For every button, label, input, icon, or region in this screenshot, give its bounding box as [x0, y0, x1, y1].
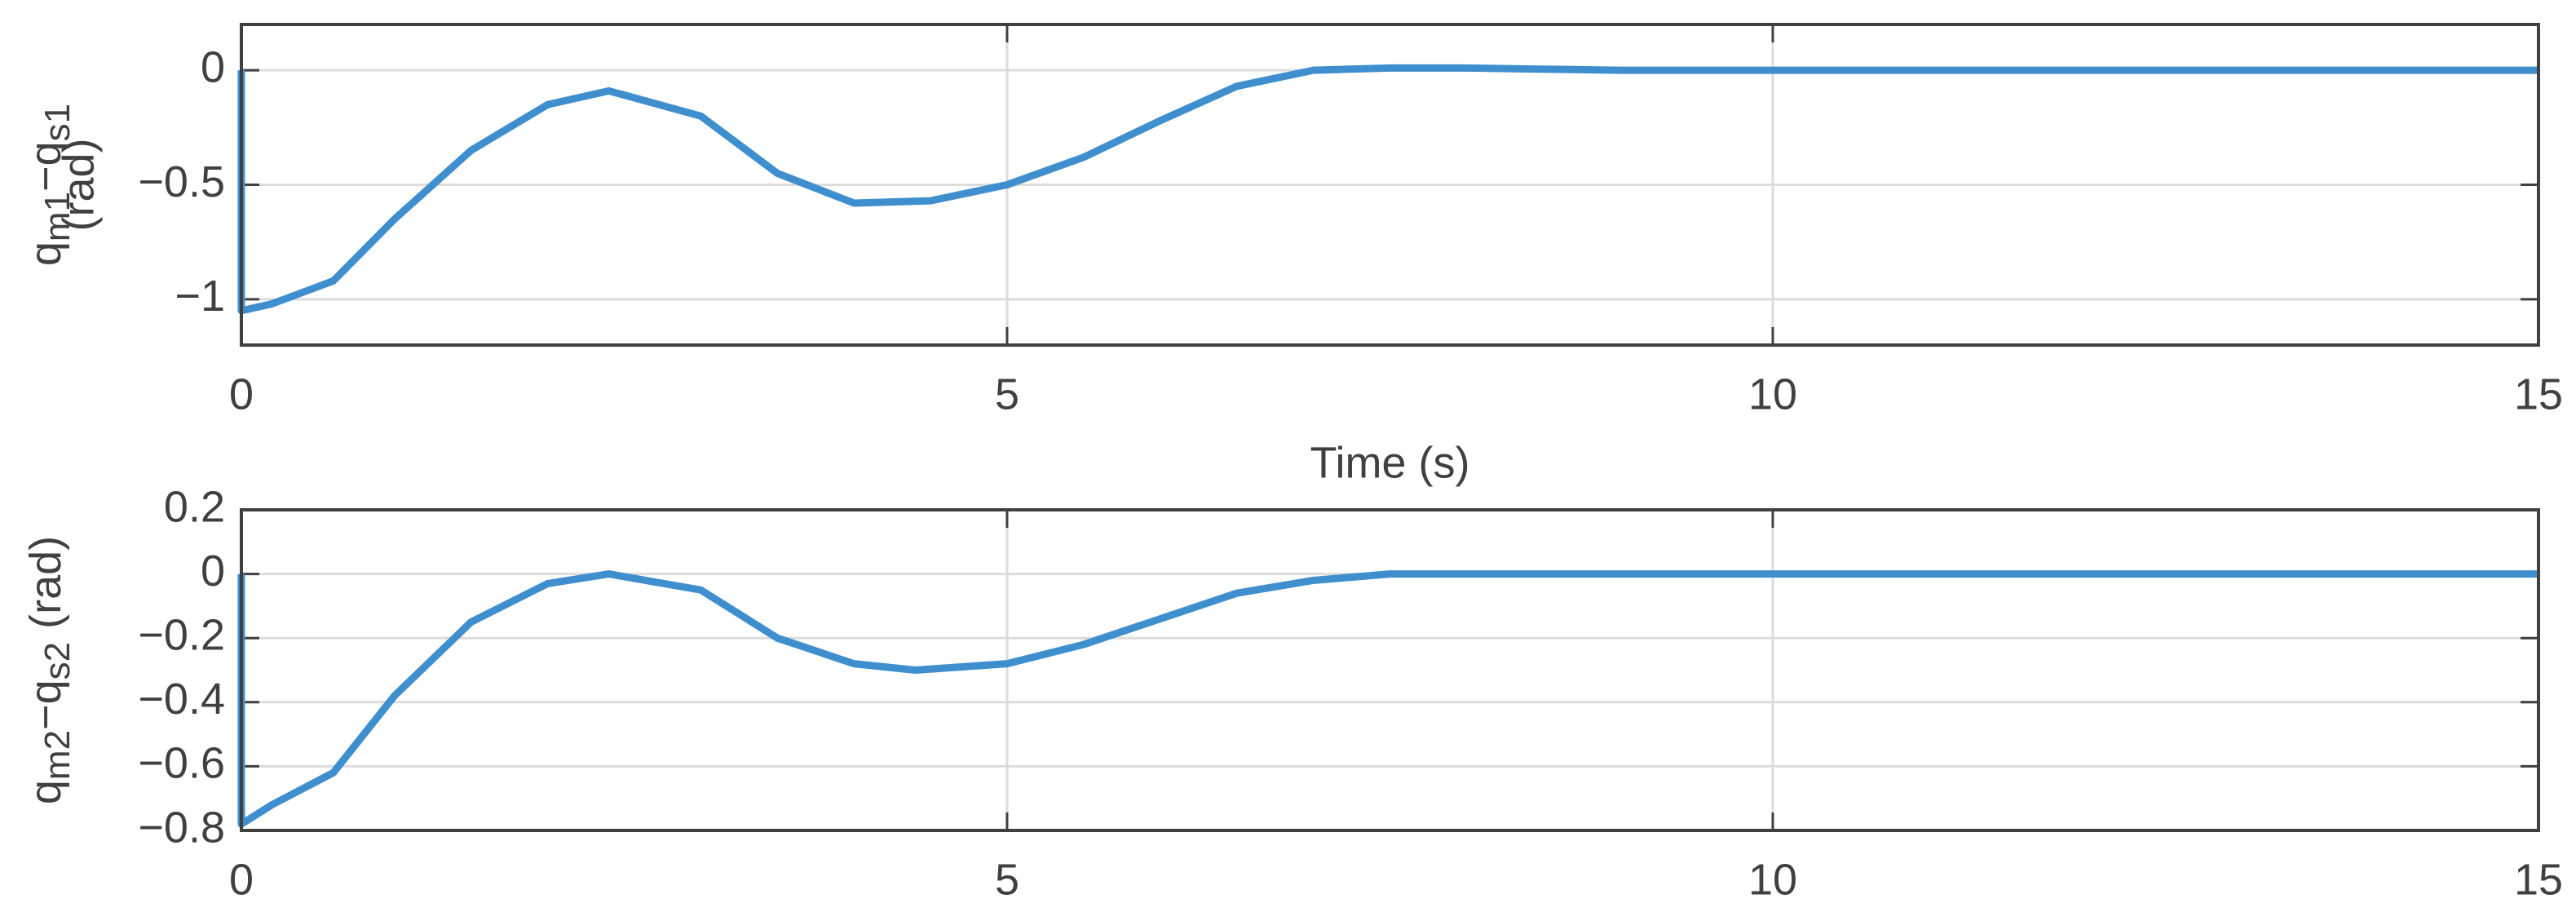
y-tick-label: −1 — [175, 272, 225, 321]
data-line — [237, 570, 2538, 828]
x-tick-label: 15 — [2514, 370, 2563, 418]
x-tick-label: 10 — [1748, 370, 1797, 418]
y-axis-label-part: q — [21, 780, 70, 804]
y-axis-label-part: s1 — [38, 104, 77, 141]
y-axis-label: qm1−qs1 — [21, 104, 77, 266]
y-axis-label-part: −q — [21, 141, 70, 192]
y-axis-label-part: −q — [21, 680, 70, 730]
data-line — [237, 64, 2538, 315]
y-tick-label: 0.2 — [164, 482, 225, 531]
y-tick-label: 0 — [201, 42, 225, 91]
y-tick-label: −0.2 — [138, 610, 225, 659]
x-axis-label: Time (s) — [1310, 438, 1470, 487]
y-axis-label: qm2−qs2 (rad) — [21, 536, 77, 804]
y-tick-label: 0 — [201, 547, 225, 595]
x-tick-label: 10 — [1748, 855, 1797, 904]
x-tick-label: 5 — [995, 370, 1019, 418]
y-axis-unit: (rad) — [54, 138, 103, 231]
x-tick-label: 15 — [2514, 855, 2563, 904]
y-axis-label-part: m2 — [38, 730, 77, 780]
y-tick-label: −0.6 — [138, 739, 225, 788]
x-tick-label: 0 — [229, 370, 254, 418]
y-axis-unit: (rad) — [21, 536, 70, 629]
y-tick-label: −0.4 — [138, 675, 225, 724]
y-axis-label-part: q — [21, 241, 70, 266]
y-tick-label: −0.5 — [138, 157, 225, 206]
x-tick-label: 5 — [995, 855, 1019, 904]
y-tick-label: −0.8 — [138, 803, 225, 852]
y-axis-label-part: m1 — [38, 192, 77, 241]
axes-box — [240, 508, 2540, 832]
y-axis-label-part: s2 — [38, 642, 77, 680]
axes-box — [240, 23, 2540, 347]
x-tick-label: 0 — [229, 855, 254, 904]
